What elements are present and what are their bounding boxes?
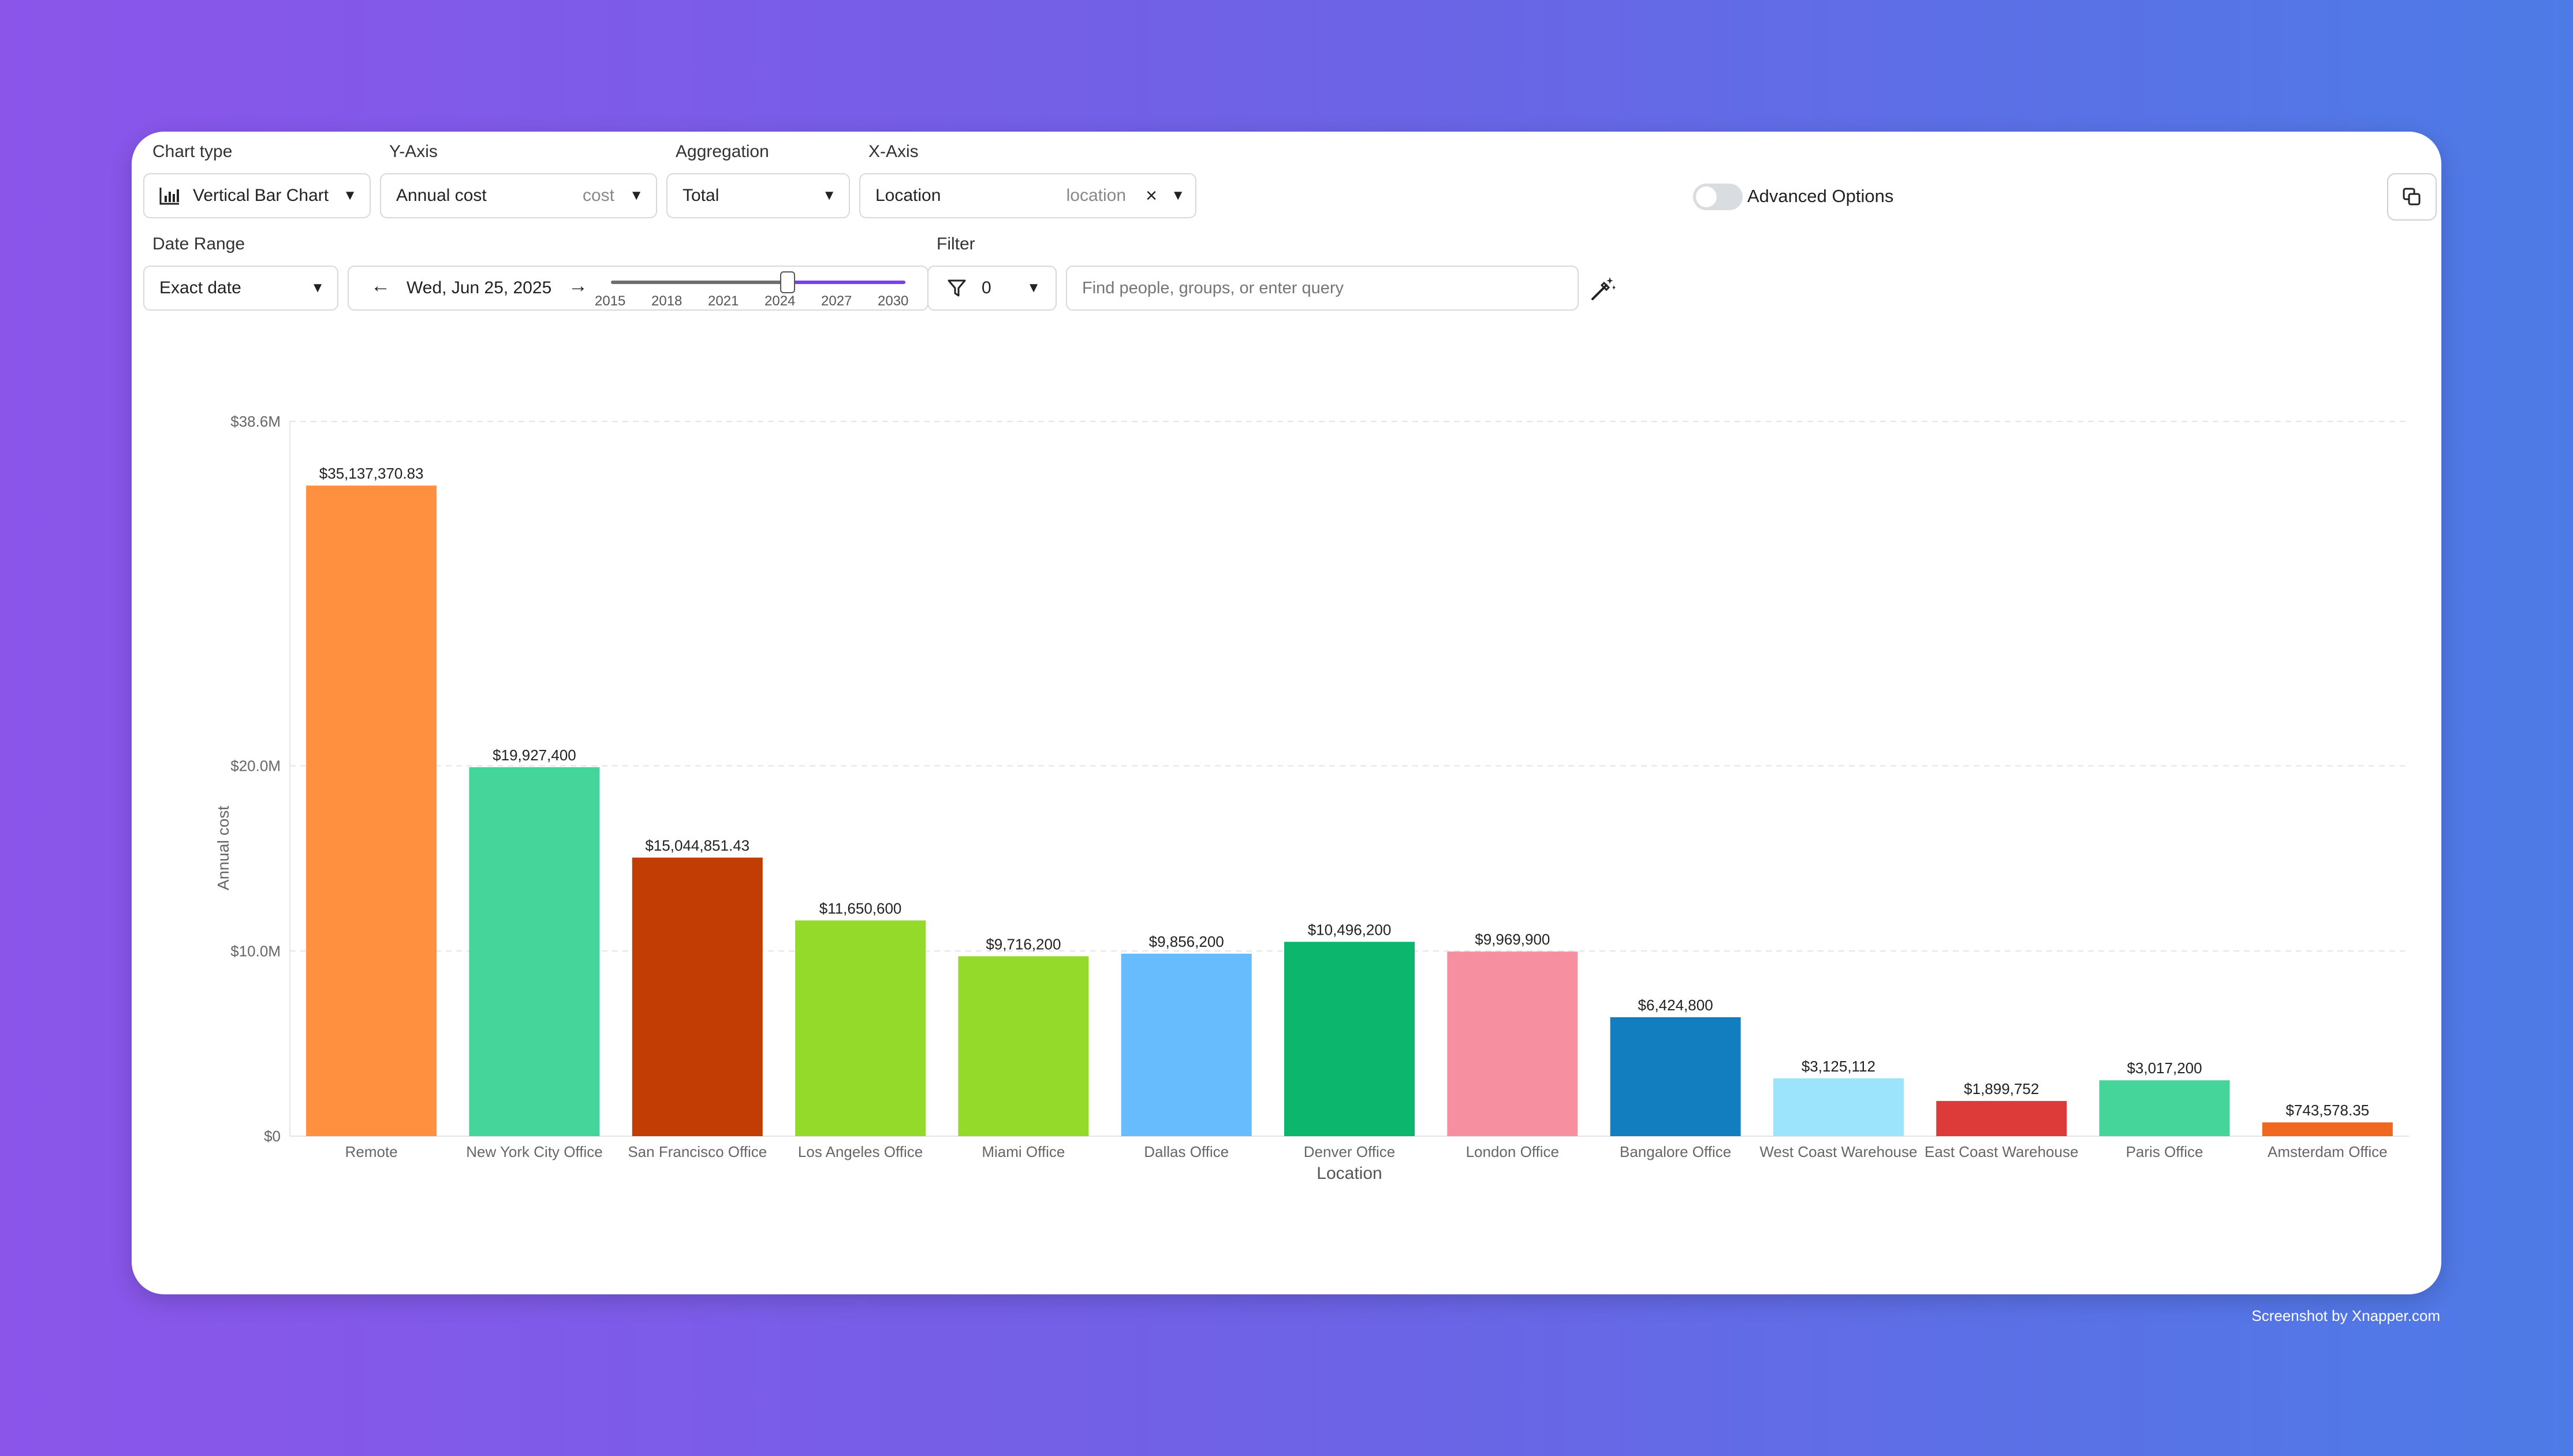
chevron-down-icon: ▼ bbox=[311, 280, 325, 296]
y-tick-label: $38.6M bbox=[230, 413, 281, 430]
bar-value-label: $11,650,600 bbox=[819, 899, 902, 917]
x-tick-label: Bangalore Office bbox=[1620, 1143, 1731, 1160]
slider-tick-label: 2021 bbox=[708, 293, 739, 309]
date-navigator: ← Wed, Jun 25, 2025 → 2015 2018 2021 2024 20… bbox=[348, 266, 928, 311]
bar[interactable] bbox=[795, 920, 926, 1136]
advanced-options-label: Advanced Options bbox=[1747, 186, 1894, 206]
bar-value-label: $6,424,800 bbox=[1638, 996, 1713, 1014]
bar[interactable] bbox=[1447, 951, 1578, 1136]
filter-icon bbox=[947, 278, 967, 298]
aggregation-value: Total bbox=[683, 186, 719, 205]
slider-tick-label: 2024 bbox=[765, 293, 796, 309]
year-slider-track[interactable] bbox=[611, 281, 905, 284]
chevron-down-icon: ▼ bbox=[629, 188, 643, 203]
slider-tick-label: 2027 bbox=[821, 293, 852, 309]
x-tick-label: New York City Office bbox=[466, 1143, 603, 1160]
bar[interactable] bbox=[1121, 953, 1252, 1136]
x-axis-select[interactable]: Location location × ▼ bbox=[859, 173, 1196, 218]
x-tick-label: East Coast Warehouse bbox=[1925, 1143, 2078, 1160]
y-axis-hint: cost bbox=[582, 186, 614, 205]
bar-chart: $0 $10.0M $20.0M $38.6M $35,137,370.83 Remote… bbox=[214, 413, 2409, 1183]
y-axis-value: Annual cost bbox=[396, 186, 487, 205]
y-axis-label: Y-Axis bbox=[389, 142, 438, 161]
y-tick-label: $0 bbox=[264, 1128, 281, 1145]
slider-tick-label: 2015 bbox=[595, 293, 626, 309]
arrow-right-icon[interactable]: → bbox=[568, 275, 588, 297]
chevron-down-icon: ▼ bbox=[822, 188, 836, 203]
bar-value-label: $9,716,200 bbox=[986, 935, 1061, 953]
x-tick-label: San Francisco Office bbox=[628, 1143, 767, 1160]
y-tick-label: $20.0M bbox=[230, 757, 281, 775]
x-tick-label: Remote bbox=[345, 1143, 398, 1160]
x-tick-label: Amsterdam Office bbox=[2268, 1143, 2388, 1160]
x-tick-label: Miami Office bbox=[982, 1143, 1065, 1160]
aggregation-label: Aggregation bbox=[676, 142, 769, 161]
slider-tick-label: 2018 bbox=[651, 293, 683, 309]
bar[interactable] bbox=[1610, 1017, 1741, 1136]
chart-card: Chart type Y-Axis Aggregation X-Axis Ver… bbox=[132, 132, 2441, 1294]
y-axis-title: Annual cost bbox=[214, 806, 232, 891]
filter-label: Filter bbox=[937, 234, 975, 253]
bar[interactable] bbox=[469, 767, 600, 1136]
y-tick-label: $10.0M bbox=[230, 942, 281, 960]
filter-count: 0 bbox=[982, 278, 991, 297]
y-axis-select[interactable]: Annual cost cost ▼ bbox=[380, 173, 657, 218]
bar-value-label: $19,927,400 bbox=[493, 746, 576, 764]
bar[interactable] bbox=[2099, 1080, 2230, 1136]
magic-wand-icon[interactable] bbox=[1589, 275, 1617, 303]
year-slider-fill bbox=[788, 281, 905, 284]
toggle-knob bbox=[1696, 186, 1717, 207]
arrow-left-icon[interactable]: ← bbox=[371, 275, 390, 297]
bar-value-label: $3,125,112 bbox=[1802, 1058, 1875, 1075]
x-tick-label: Denver Office bbox=[1304, 1143, 1395, 1160]
filter-select[interactable]: 0 ▼ bbox=[927, 266, 1057, 311]
chevron-down-icon: ▼ bbox=[343, 188, 357, 203]
bar-value-label: $1,899,752 bbox=[1964, 1080, 2039, 1097]
bar[interactable] bbox=[1284, 942, 1415, 1136]
x-tick-label: West Coast Warehouse bbox=[1759, 1143, 1917, 1160]
bar[interactable] bbox=[2262, 1122, 2393, 1136]
chart-type-label: Chart type bbox=[152, 142, 233, 161]
filter-query-input[interactable] bbox=[1066, 266, 1579, 311]
x-tick-label: London Office bbox=[1466, 1143, 1559, 1160]
advanced-options-toggle[interactable] bbox=[1693, 184, 1743, 210]
bar[interactable] bbox=[1936, 1101, 2067, 1136]
chevron-down-icon: ▼ bbox=[1027, 280, 1041, 296]
x-axis-title: Location bbox=[1317, 1164, 1382, 1183]
bar-value-label: $9,856,200 bbox=[1149, 933, 1224, 950]
x-axis-hint: location bbox=[1066, 186, 1126, 205]
bar-value-label: $35,137,370.83 bbox=[319, 465, 424, 482]
bar[interactable] bbox=[306, 486, 437, 1136]
date-value: Wed, Jun 25, 2025 bbox=[407, 278, 552, 297]
aggregation-select[interactable]: Total ▼ bbox=[666, 173, 850, 218]
bar[interactable] bbox=[958, 956, 1089, 1136]
x-axis-value: Location bbox=[875, 186, 941, 205]
date-mode-value: Exact date bbox=[159, 278, 241, 297]
x-axis-label: X-Axis bbox=[868, 142, 919, 161]
x-tick-label: Los Angeles Office bbox=[798, 1143, 923, 1160]
x-tick-label: Paris Office bbox=[2126, 1143, 2203, 1160]
bar[interactable] bbox=[1773, 1078, 1904, 1136]
copy-button[interactable] bbox=[2387, 173, 2437, 221]
watermark: Screenshot by Xnapper.com bbox=[2251, 1307, 2440, 1324]
chart-type-select[interactable]: Vertical Bar Chart ▼ bbox=[143, 173, 371, 218]
clear-icon[interactable]: × bbox=[1146, 184, 1157, 207]
bar-value-label: $15,044,851.43 bbox=[645, 837, 749, 854]
bar-value-label: $10,496,200 bbox=[1308, 921, 1392, 938]
copy-icon bbox=[2402, 187, 2422, 207]
chevron-down-icon: ▼ bbox=[1171, 188, 1185, 203]
chart-type-value: Vertical Bar Chart bbox=[193, 186, 329, 205]
bar-value-label: $743,578.35 bbox=[2286, 1102, 2370, 1119]
x-tick-label: Dallas Office bbox=[1144, 1143, 1229, 1160]
year-slider-thumb[interactable] bbox=[780, 271, 795, 293]
bar-value-label: $9,969,900 bbox=[1475, 931, 1550, 948]
date-mode-select[interactable]: Exact date ▼ bbox=[143, 266, 338, 311]
slider-tick-label: 2030 bbox=[878, 293, 909, 309]
bar-value-label: $3,017,200 bbox=[2127, 1059, 2202, 1077]
bar-chart-icon bbox=[159, 186, 180, 205]
bar[interactable] bbox=[632, 857, 763, 1136]
date-range-label: Date Range bbox=[152, 234, 245, 253]
